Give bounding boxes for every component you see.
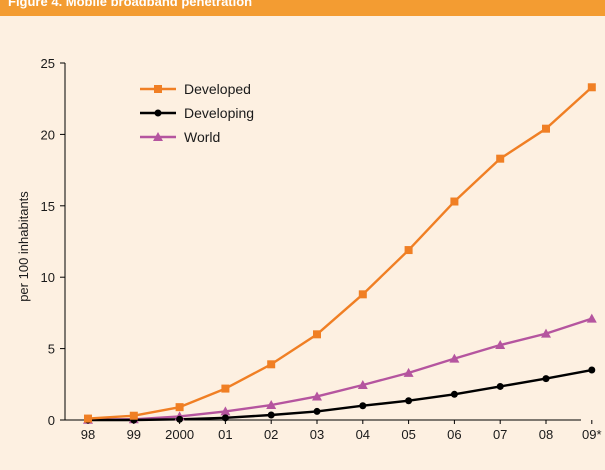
data-point-developed: [496, 154, 505, 163]
series-line-developing: [88, 368, 593, 422]
x-tick-label: 99: [127, 427, 141, 442]
legend-label: World: [184, 129, 220, 145]
y-tick-label: 25: [41, 56, 55, 71]
series-line-developed: [87, 86, 593, 420]
data-point-world: [220, 406, 231, 416]
y-tick-label: 10: [41, 270, 55, 285]
data-point-developing: [588, 366, 596, 374]
data-point-developed: [129, 411, 138, 420]
data-point-world: [357, 380, 368, 390]
data-point-world: [586, 313, 597, 323]
data-point-developing: [267, 411, 275, 419]
data-point-developed: [404, 246, 413, 255]
y-tick-label: 15: [41, 199, 55, 214]
x-tick-label: 2000: [165, 427, 194, 442]
x-tick-label: 98: [81, 427, 95, 442]
x-tick-label: 02: [264, 427, 278, 442]
data-point-developed: [358, 290, 367, 299]
data-point-developed: [542, 124, 550, 133]
data-point-developed: [450, 197, 459, 206]
data-point-developing: [405, 397, 413, 405]
data-point-world: [266, 400, 277, 410]
legend-marker: [153, 132, 163, 141]
legend-label: Developing: [184, 105, 254, 121]
data-point-developing: [496, 382, 504, 390]
data-point-developing: [542, 375, 550, 383]
figure-title: Figure 4. Mobile broadband penetration: [8, 0, 253, 9]
legend-marker: [154, 85, 162, 93]
data-point-world: [541, 328, 551, 338]
data-point-developed: [587, 83, 596, 92]
data-point-developing: [450, 390, 458, 398]
x-tick-label: 05: [401, 427, 415, 442]
y-axis-title: per 100 inhabitants: [16, 191, 31, 302]
series-line-world: [87, 317, 593, 421]
data-point-developed: [267, 360, 276, 369]
x-tick-label: 03: [310, 427, 324, 442]
legend-label: Developed: [184, 81, 251, 97]
y-tick-label: 20: [41, 127, 55, 142]
y-tick-label: 0: [48, 413, 55, 428]
data-point-world: [495, 340, 506, 350]
data-point-developed: [313, 330, 321, 339]
legend-marker: [154, 109, 162, 117]
data-point-developing: [359, 402, 367, 410]
figure-header-bar: Figure 4. Mobile broadband penetration: [0, 0, 605, 16]
data-point-developing: [221, 414, 229, 422]
x-tick-label: 07: [493, 427, 507, 442]
chart-panel: [0, 16, 605, 470]
data-point-developed: [175, 403, 184, 412]
data-point-developing: [176, 415, 184, 423]
data-point-developing: [313, 407, 321, 415]
data-point-world: [403, 367, 414, 377]
x-tick-label: 09*: [582, 427, 602, 442]
x-tick-label: 01: [218, 427, 232, 442]
data-point-world: [449, 353, 460, 363]
data-point-world: [312, 391, 322, 401]
x-tick-label: 08: [539, 427, 553, 442]
data-point-developed: [221, 384, 230, 393]
data-point-developed: [84, 414, 92, 423]
x-tick-label: 06: [447, 427, 461, 442]
y-tick-label: 5: [48, 342, 55, 357]
x-tick-label: 04: [356, 427, 370, 442]
